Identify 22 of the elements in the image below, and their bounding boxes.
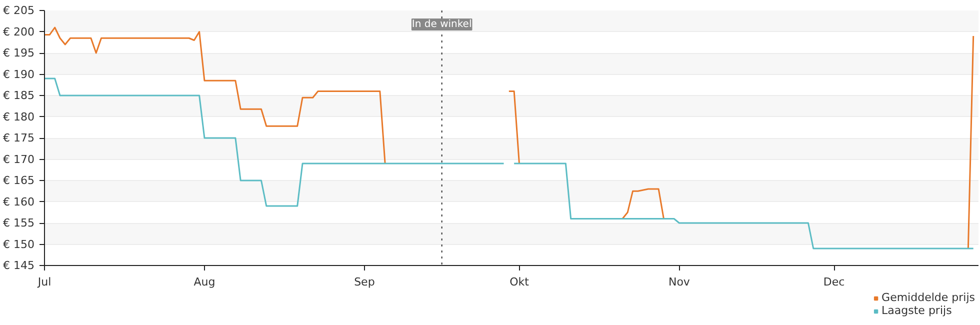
y-tick-label: € 185 (3, 89, 35, 102)
x-tick-label: Nov (668, 276, 690, 288)
y-tick-label: € 205 (3, 4, 35, 17)
legend-label: Laagste prijs (882, 304, 952, 317)
x-tick-label: Jul (36, 276, 52, 288)
ref-line-label: In de winkel (412, 19, 472, 30)
x-tick-label: Sep (354, 276, 375, 288)
y-tick-label: € 155 (3, 216, 35, 230)
y-tick-label: € 190 (3, 68, 35, 81)
y-tick-label: € 180 (3, 110, 35, 124)
y-tick-label: € 195 (3, 46, 35, 60)
y-tick-label: € 165 (3, 174, 35, 187)
y-tick-label: € 145 (3, 259, 35, 272)
y-tick-label: € 150 (3, 238, 35, 251)
x-tick-label: Aug (194, 276, 216, 288)
x-tick-label: Dec (823, 276, 845, 288)
x-tick-label: Okt (510, 276, 530, 288)
y-tick-label: € 200 (3, 25, 35, 38)
y-tick-label: € 160 (3, 195, 35, 208)
y-tick-label: € 170 (3, 152, 35, 166)
y-tick-label: € 175 (3, 132, 35, 144)
legend-label: Gemiddelde prijs (882, 291, 975, 304)
